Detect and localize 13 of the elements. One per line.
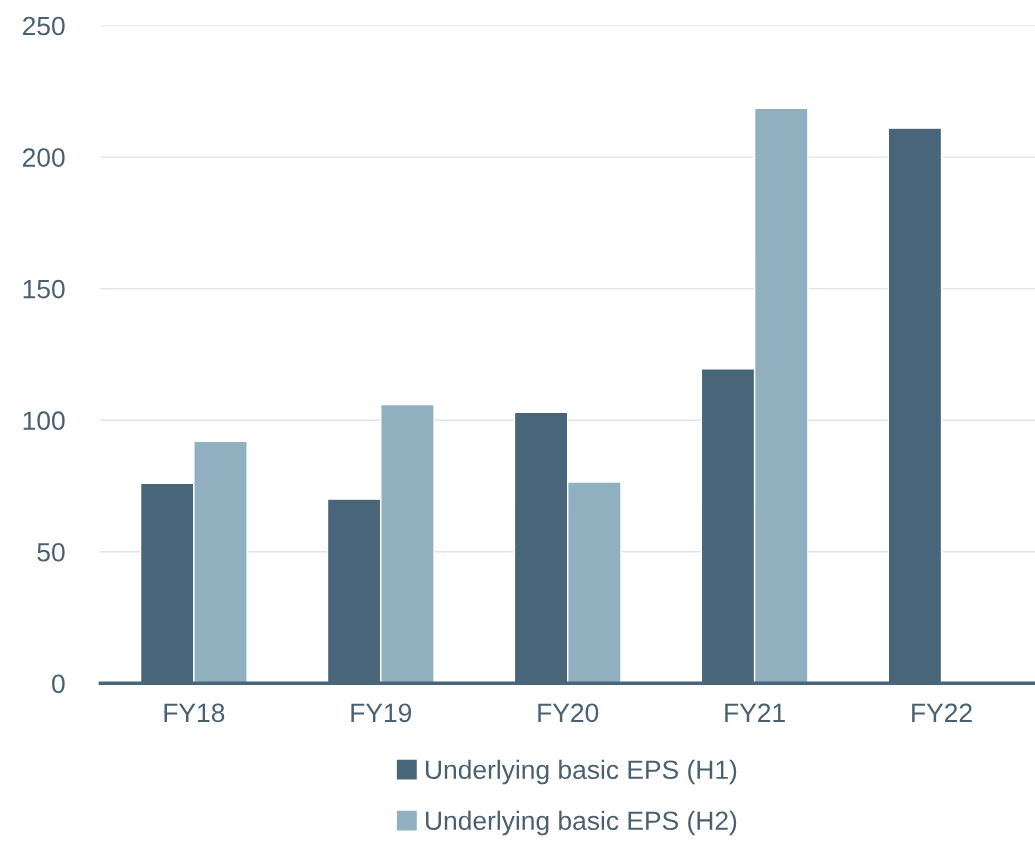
y-tick-label: 150 xyxy=(23,279,65,299)
x-tick-label: FY20 xyxy=(538,703,599,723)
y-tick-label: 50 xyxy=(37,542,65,562)
legend-label: Underlying basic EPS (H2) xyxy=(426,810,737,836)
x-tick-label: FY19 xyxy=(351,703,412,723)
x-tick-label: FY22 xyxy=(912,703,972,722)
y-tick-label: 100 xyxy=(23,411,65,431)
y-tick-label: 0 xyxy=(52,674,65,694)
legend-label: Underlying basic EPS (H1) xyxy=(426,759,737,785)
x-tick-label: FY21 xyxy=(725,703,785,722)
y-tick-label: 250 xyxy=(22,16,65,36)
x-tick-label: FY18 xyxy=(164,703,225,723)
y-tick-label: 200 xyxy=(22,148,65,167)
